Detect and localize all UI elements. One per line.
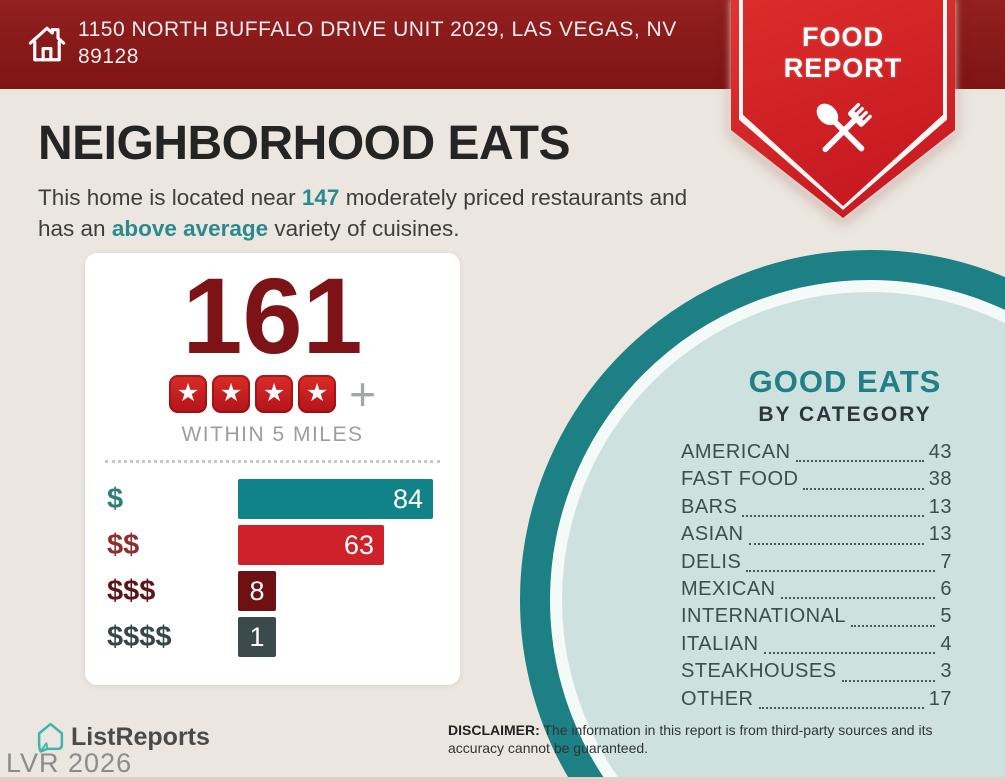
price-tier-row: $84: [107, 479, 460, 519]
good-eats-title: GOOD EATS: [748, 364, 942, 399]
category-label: ITALIAN: [681, 632, 759, 655]
bottom-edge-strip: [0, 777, 1005, 781]
dotted-leader: [746, 569, 936, 572]
category-value: 3: [940, 660, 952, 683]
price-tier-bar: 84: [238, 479, 433, 519]
dotted-leader: [758, 706, 924, 709]
category-row: BARS 13: [681, 496, 952, 523]
category-row: DELIS 7: [681, 551, 952, 578]
dotted-leader: [851, 624, 936, 627]
brand-name: ListReports: [71, 723, 210, 751]
dotted-divider: [105, 460, 440, 463]
badge-title-line2: REPORT: [783, 53, 903, 83]
address-line2: 89128: [78, 45, 139, 68]
category-value: 38: [928, 468, 952, 491]
disclaimer-text: The information in this report is from t…: [448, 722, 933, 756]
dotted-leader: [742, 515, 924, 518]
price-tier-value: 84: [392, 483, 423, 514]
listreports-brand: ListReports: [37, 722, 210, 753]
star-icon: ★: [212, 375, 251, 413]
price-tier-value: 8: [249, 575, 265, 606]
category-row: STEAKHOUSES 3: [681, 660, 952, 687]
dotted-leader: [841, 679, 936, 682]
dotted-leader: [748, 542, 924, 545]
category-row: INTERNATIONAL 5: [681, 605, 952, 632]
category-value: 5: [940, 605, 952, 628]
disclaimer-label: DISCLAIMER:: [448, 722, 540, 738]
category-label: INTERNATIONAL: [681, 605, 847, 628]
good-eats-heading: GOOD EATS BY CATEGORY: [695, 364, 995, 427]
total-restaurants-count: 161: [182, 255, 363, 376]
above-average-highlight: above average: [111, 216, 269, 241]
category-label: ASIAN: [681, 523, 744, 546]
price-tier-row: $$$$ 1: [107, 617, 460, 657]
category-row: OTHER 17: [681, 688, 952, 715]
badge-title: FOOD REPORT: [731, 22, 955, 84]
category-value: 17: [928, 687, 952, 710]
price-tier-row: $$ 63: [107, 525, 460, 565]
price-tier-label: $$: [107, 528, 140, 561]
price-tier-label: $$$: [107, 574, 156, 607]
price-tier-value: 1: [249, 621, 265, 652]
category-value: 43: [928, 441, 952, 463]
star-icon: ★: [255, 375, 294, 413]
category-label: OTHER: [681, 687, 754, 710]
subtitle-text-2: moderately priced restaurants and has an: [38, 185, 688, 241]
page-subtitle: This home is located near 147 moderately…: [38, 182, 718, 244]
category-value: 7: [940, 550, 952, 573]
price-tier-row: $$$ 8: [107, 571, 460, 611]
category-value: 13: [928, 495, 952, 518]
radius-label: WITHIN 5 MILES: [181, 423, 364, 446]
category-label: STEAKHOUSES: [681, 660, 837, 683]
address-line1: 1150 NORTH BUFFALO DRIVE UNIT 2029, LAS …: [78, 18, 677, 41]
dotted-leader: [803, 487, 924, 490]
price-tier-label: $$$$: [107, 620, 172, 653]
dotted-leader: [795, 460, 924, 463]
category-label: FAST FOOD: [681, 468, 799, 491]
category-label: DELIS: [681, 550, 742, 573]
category-row: MEXICAN 6: [681, 578, 952, 605]
dotted-leader: [780, 597, 936, 600]
crossed-spoon-fork-icon: [816, 102, 872, 153]
dotted-leader: [763, 652, 936, 655]
price-tier-value: 63: [343, 529, 374, 560]
subtitle-text-3: variety of cuisines.: [268, 216, 460, 241]
subtitle-text-1: This home is located near: [38, 185, 302, 210]
home-icon: [28, 26, 66, 62]
price-tier-bar: 8: [238, 571, 276, 611]
category-value: 4: [940, 632, 952, 655]
restaurant-stats-card: 161 ★ ★ ★ ★ + WITHIN 5 MILES $84 $$ 63 $$$ 8 $$$$…: [85, 253, 460, 685]
price-tier-label: $: [107, 482, 124, 515]
listreports-logo-icon: [37, 722, 64, 753]
disclaimer: DISCLAIMER: The information in this repo…: [448, 722, 968, 757]
star-icon: ★: [298, 375, 337, 413]
category-label: MEXICAN: [681, 577, 776, 600]
price-tier-bar-chart: $84 $$ 63 $$$ 8 $$$$ 1: [85, 479, 460, 657]
category-label: BARS: [681, 495, 738, 518]
category-list: AMERICAN 43 FAST FOOD 38 BARS 13 ASIAN 13 DELIS 7…: [681, 441, 952, 715]
category-value: 13: [928, 523, 952, 546]
star-icon: ★: [169, 375, 208, 413]
category-row: ASIAN 13: [681, 523, 952, 550]
badge-title-line1: FOOD: [802, 22, 884, 52]
price-tier-bar: 63: [238, 525, 384, 565]
category-value: 6: [940, 577, 952, 600]
watermark: LVR 2026: [6, 748, 133, 778]
food-report-badge: FOOD REPORT: [731, 0, 955, 218]
page-title: NEIGHBORHOOD EATS: [38, 117, 570, 170]
category-row: ITALIAN 4: [681, 633, 952, 660]
category-row: AMERICAN 43: [681, 441, 952, 468]
category-row: FAST FOOD 38: [681, 468, 952, 495]
star-rating: ★ ★ ★ ★ +: [85, 368, 460, 420]
property-address: 1150 NORTH BUFFALO DRIVE UNIT 2029, LAS …: [78, 16, 728, 70]
good-eats-subtitle: BY CATEGORY: [758, 403, 932, 426]
category-label: AMERICAN: [681, 441, 791, 463]
price-tier-bar: 1: [238, 617, 276, 657]
plus-sign: +: [349, 368, 376, 420]
restaurant-count-highlight: 147: [301, 185, 340, 210]
